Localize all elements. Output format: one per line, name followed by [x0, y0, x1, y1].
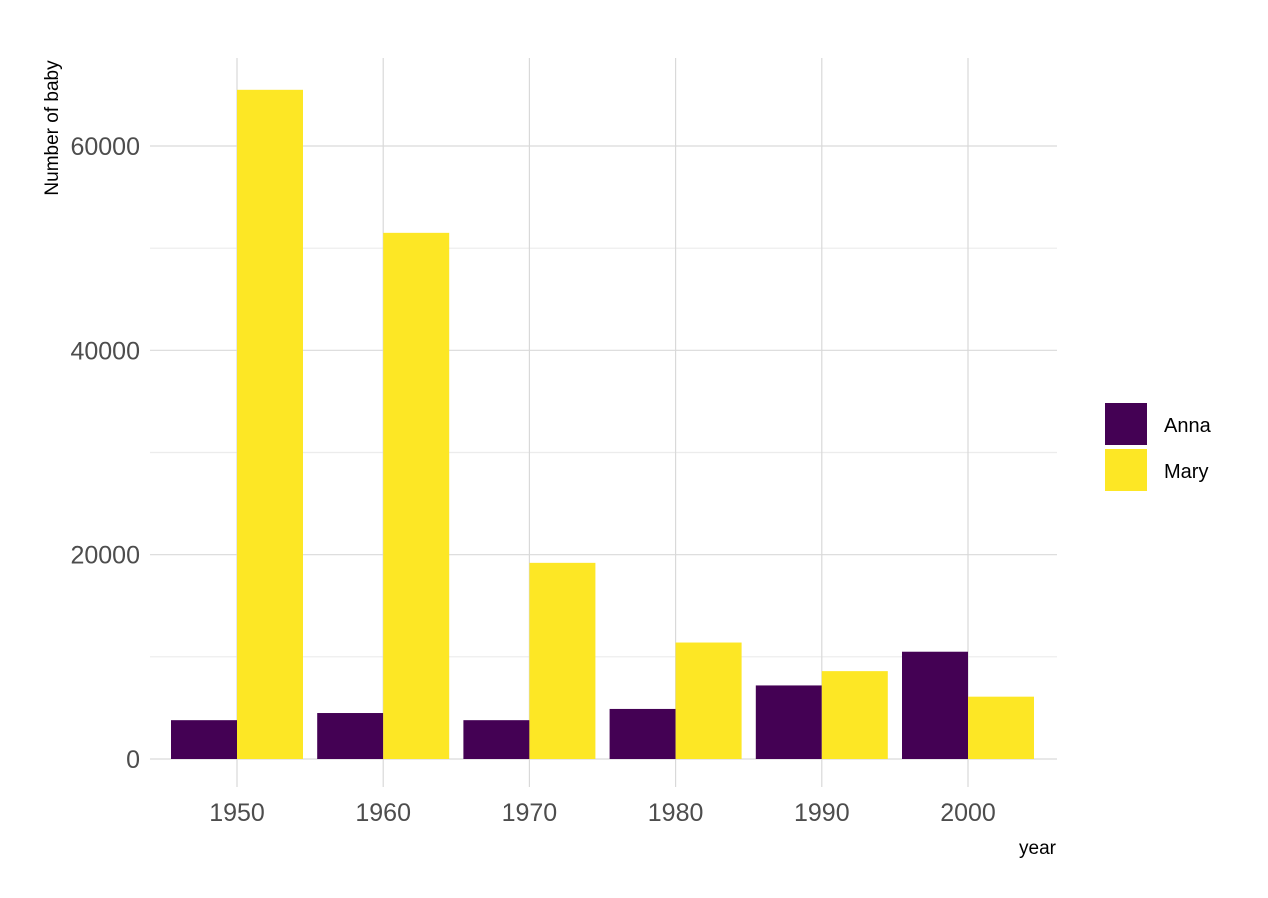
x-tick-label: 1960 — [355, 799, 411, 827]
y-tick-label: 60000 — [70, 133, 140, 161]
y-tick-label: 20000 — [70, 542, 140, 570]
legend-label-mary: Mary — [1164, 461, 1208, 483]
y-tick-label: 0 — [126, 746, 140, 774]
bars — [171, 89, 1034, 759]
x-axis-title: year — [1019, 838, 1057, 859]
bar-mary-1960 — [383, 232, 450, 759]
bar-mary-1990 — [821, 671, 888, 759]
y-tick-label: 40000 — [70, 337, 140, 365]
bar-mary-1970 — [529, 562, 596, 759]
legend-label-anna: Anna — [1164, 415, 1212, 437]
x-tick-label: 2000 — [940, 799, 996, 827]
x-tick-label: 1980 — [648, 799, 704, 827]
x-tick-label: 1950 — [209, 799, 265, 827]
legend: Anna Mary — [1105, 403, 1212, 491]
bar-anna-1950 — [171, 720, 237, 759]
legend-key-anna — [1105, 403, 1147, 445]
bar-mary-1950 — [237, 89, 303, 759]
bar-anna-1960 — [317, 713, 384, 759]
x-tick-labels: 1950 1960 1970 1980 1990 2000 — [209, 799, 996, 827]
y-tick-labels: 0 20000 40000 60000 — [70, 133, 140, 774]
legend-key-mary — [1105, 449, 1147, 491]
x-tick-label: 1990 — [794, 799, 850, 827]
bar-anna-1970 — [463, 720, 530, 759]
bar-anna-1980 — [609, 708, 676, 759]
bar-mary-1980 — [675, 642, 742, 759]
bar-anna-1990 — [755, 685, 822, 759]
bar-mary-2000 — [968, 696, 1034, 759]
y-axis-title: Number of baby — [42, 60, 63, 196]
bar-anna-2000 — [902, 651, 968, 759]
x-tick-label: 1970 — [502, 799, 558, 827]
